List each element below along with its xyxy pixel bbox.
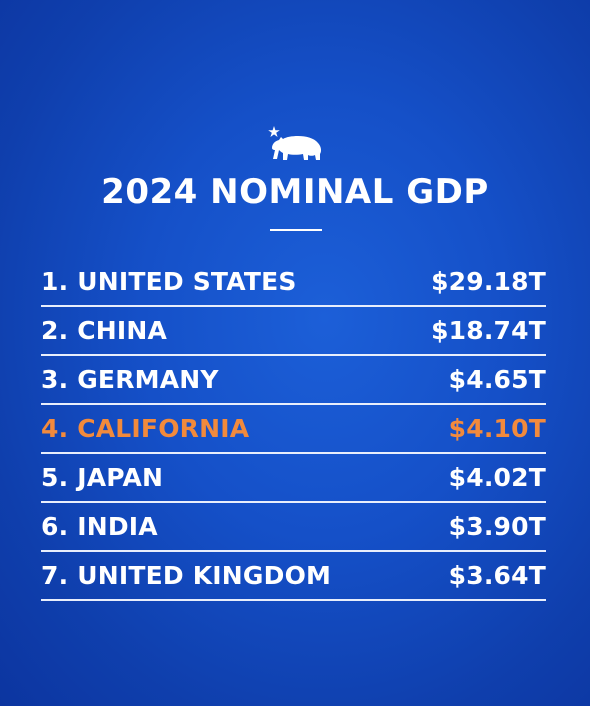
country-name: INDIA	[68, 512, 158, 541]
country-label: 4. CALIFORNIA	[41, 414, 249, 443]
country-name: UNITED KINGDOM	[68, 561, 332, 590]
table-row: 7. UNITED KINGDOM $3.64T	[41, 552, 546, 601]
table-row: 5. JAPAN $4.02T	[41, 454, 546, 503]
gdp-value: $4.65T	[448, 365, 546, 394]
table-row: 3. GERMANY $4.65T	[41, 356, 546, 405]
table-row: 4. CALIFORNIA $4.10T	[41, 405, 546, 454]
country-label: 7. UNITED KINGDOM	[41, 561, 331, 590]
rank-number: 6.	[41, 512, 69, 541]
country-name: GERMANY	[68, 365, 219, 394]
chart-title: 2024 NOMINAL GDP	[101, 172, 489, 212]
gdp-value: $3.90T	[448, 512, 546, 541]
country-label: 6. INDIA	[41, 512, 158, 541]
rank-number: 1.	[41, 267, 69, 296]
country-name: JAPAN	[68, 463, 164, 492]
rank-number: 2.	[41, 316, 69, 345]
rank-number: 4.	[41, 414, 69, 443]
title-underline	[270, 229, 322, 231]
country-name: CHINA	[68, 316, 168, 345]
country-label: 3. GERMANY	[41, 365, 219, 394]
country-label: 1. UNITED STATES	[41, 267, 297, 296]
table-row: 1. UNITED STATES $29.18T	[41, 258, 546, 307]
rank-number: 3.	[41, 365, 69, 394]
gdp-value: $4.02T	[448, 463, 546, 492]
gdp-value: $3.64T	[448, 561, 546, 590]
gdp-value: $18.74T	[431, 316, 546, 345]
california-bear-star-icon	[268, 126, 322, 160]
country-label: 5. JAPAN	[41, 463, 163, 492]
country-name: UNITED STATES	[68, 267, 297, 296]
gdp-value: $29.18T	[431, 267, 546, 296]
gdp-value: $4.10T	[448, 414, 546, 443]
country-name: CALIFORNIA	[68, 414, 250, 443]
rank-number: 5.	[41, 463, 69, 492]
rank-number: 7.	[41, 561, 69, 590]
gdp-ranking-table: 1. UNITED STATES $29.18T 2. CHINA $18.74T 3.…	[41, 258, 546, 601]
table-row: 2. CHINA $18.74T	[41, 307, 546, 356]
country-label: 2. CHINA	[41, 316, 167, 345]
table-row: 6. INDIA $3.90T	[41, 503, 546, 552]
bear-icon	[272, 136, 322, 160]
star-icon	[268, 126, 280, 137]
